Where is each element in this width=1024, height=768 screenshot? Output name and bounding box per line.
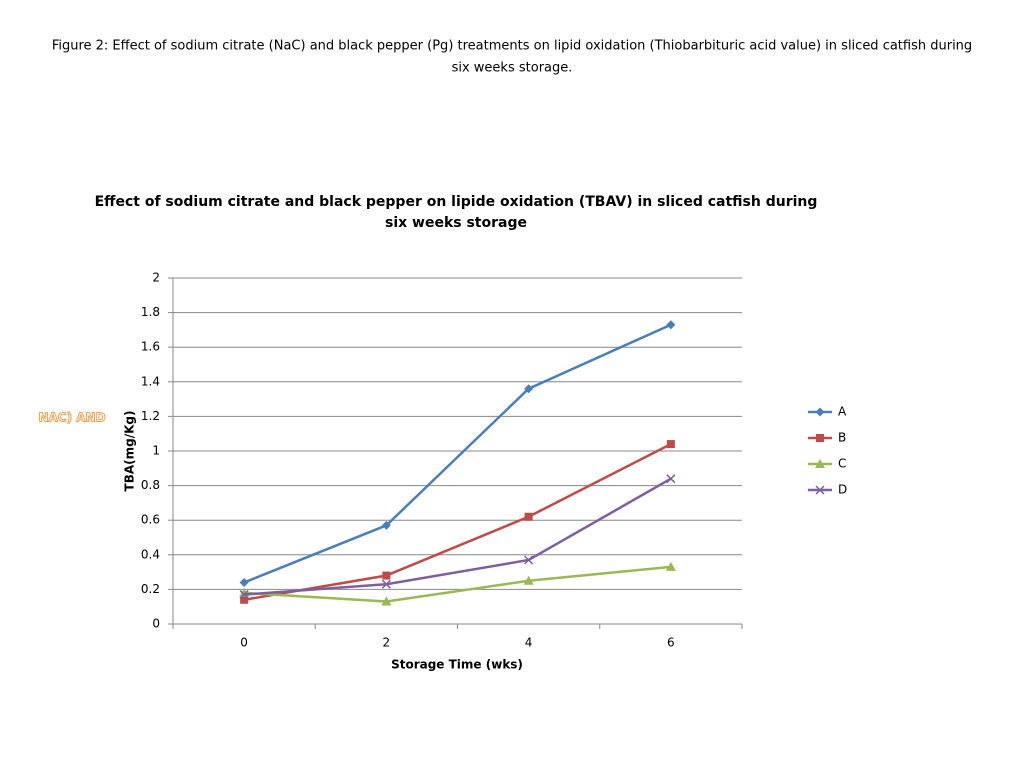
legend-label: A — [838, 405, 847, 419]
legend-marker — [815, 459, 825, 468]
marker — [665, 561, 676, 571]
marker — [381, 596, 392, 606]
marker — [239, 590, 249, 600]
legend-marker — [815, 407, 825, 417]
side-label: NAC) AND — [38, 411, 105, 425]
x-tick-label: 2 — [383, 636, 391, 650]
marker — [666, 440, 675, 449]
series-line — [243, 442, 672, 602]
y-tick-label: 1.6 — [141, 340, 160, 354]
series-line — [243, 323, 672, 584]
y-axis-label: TBA(mg/Kg) — [123, 411, 137, 492]
y-tick-label: 0.6 — [141, 513, 160, 527]
caption: six weeks storage. — [452, 61, 573, 76]
legend-label: C — [838, 457, 846, 471]
legend-marker — [815, 485, 825, 495]
marker — [381, 520, 391, 530]
y-tick-label: 1.2 — [141, 409, 160, 423]
y-tick-label: 0 — [152, 617, 160, 631]
y-tick-label: 0.8 — [141, 478, 160, 492]
marker — [381, 579, 391, 589]
marker — [524, 555, 534, 565]
y-tick-label: 2 — [152, 271, 160, 285]
y-tick-label: 1.4 — [141, 374, 160, 388]
x-axis-label: Storage Time (wks) — [391, 658, 523, 672]
marker — [523, 575, 534, 585]
y-tick-label: 1 — [152, 444, 160, 458]
x-tick-label: 0 — [240, 636, 248, 650]
marker — [382, 571, 391, 580]
x-tick-label: 4 — [525, 636, 533, 650]
marker — [240, 595, 249, 604]
chart-title: six weeks storage — [385, 215, 527, 231]
marker — [666, 474, 676, 484]
marker — [524, 512, 533, 521]
y-tick-label: 0.2 — [141, 582, 160, 596]
series-line — [244, 565, 671, 603]
y-tick-label: 0.4 — [141, 547, 160, 561]
caption: Figure 2: Effect of sodium citrate (NaC)… — [52, 39, 972, 54]
legend-label: D — [838, 483, 847, 497]
y-tick-label: 1.8 — [141, 305, 160, 319]
marker — [524, 384, 534, 394]
x-tick-label: 6 — [667, 636, 675, 650]
series-line — [244, 477, 672, 596]
marker — [666, 320, 676, 330]
legend-marker — [816, 434, 824, 442]
legend-label: B — [838, 431, 846, 445]
marker — [239, 577, 249, 587]
chart-title: Effect of sodium citrate and black peppe… — [95, 194, 818, 210]
